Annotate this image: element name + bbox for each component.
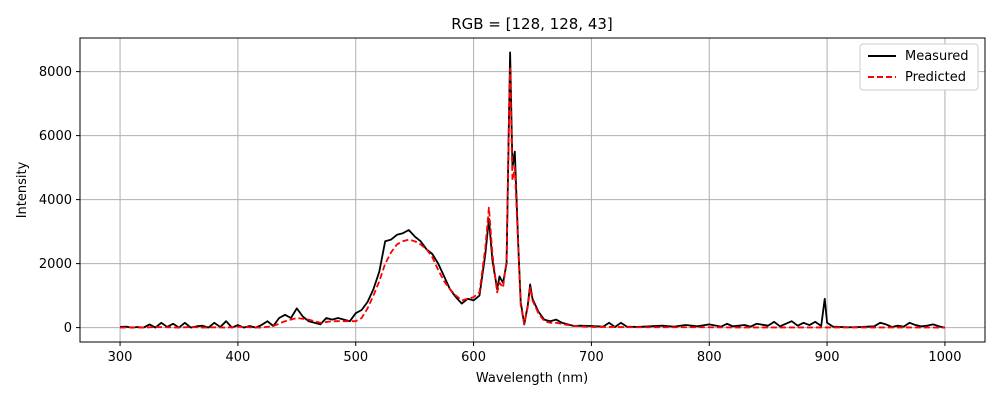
- axis-ticks: 300 400 500 600 700 800 900 1000 0 2000 4000 6000 80…: [39, 65, 962, 365]
- x-tick-label: 700: [579, 350, 604, 365]
- legend: Measured Predicted: [859, 43, 979, 91]
- y-tick-label: 0: [64, 321, 72, 336]
- y-tick-label: 2000: [39, 257, 72, 272]
- x-tick-label: 1000: [928, 350, 961, 365]
- legend-label-measured: Measured: [905, 49, 969, 64]
- x-tick-label: 800: [697, 350, 722, 365]
- legend-label-predicted: Predicted: [905, 70, 966, 85]
- plot-series: [120, 51, 946, 329]
- plot-frame: [79, 37, 986, 343]
- x-tick-label: 600: [461, 350, 486, 365]
- y-tick-label: 4000: [39, 193, 72, 208]
- y-axis-label: Intensity: [15, 161, 30, 218]
- chart-title: RGB = [128, 128, 43]: [451, 15, 613, 33]
- y-tick-label: 6000: [39, 129, 72, 144]
- series-line-measured: [120, 51, 946, 329]
- series-line-predicted: [120, 67, 945, 329]
- x-tick-label: 300: [108, 350, 133, 365]
- x-tick-label: 500: [343, 350, 368, 365]
- x-axis-label: Wavelength (nm): [476, 371, 588, 386]
- grid-lines: [80, 38, 985, 342]
- x-tick-label: 900: [815, 350, 840, 365]
- y-tick-label: 8000: [39, 65, 72, 80]
- x-tick-label: 400: [225, 350, 250, 365]
